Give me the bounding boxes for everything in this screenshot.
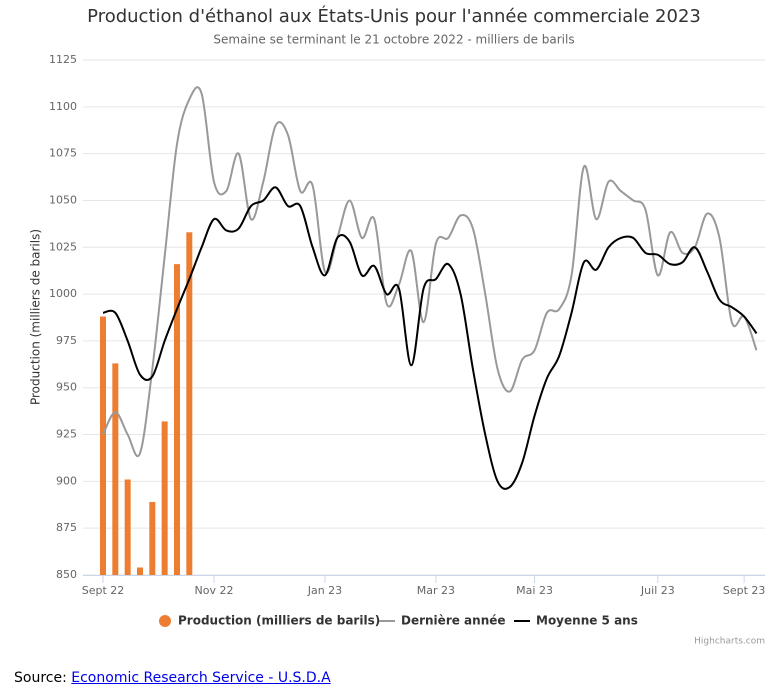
x-tick-label: Sept 22 [82, 584, 125, 597]
bar [173, 264, 180, 575]
y-tick-label: 950 [56, 381, 77, 394]
y-tick-label: 1075 [49, 147, 77, 160]
y-tick-label: 850 [56, 568, 77, 581]
source: Source: Economic Research Service - U.S.… [14, 670, 331, 686]
x-tick-label: Juil 23 [640, 584, 675, 597]
y-tick-label: 925 [56, 428, 77, 441]
bar [161, 421, 168, 575]
credits: Highcharts.com [694, 637, 765, 647]
y-tick-label: 1000 [49, 287, 77, 300]
chart-subtitle: Semaine se terminant le 21 octobre 2022 … [213, 33, 574, 47]
legend-label: Moyenne 5 ans [536, 614, 638, 628]
y-tick-label: 1025 [49, 240, 77, 253]
x-tick-label: Nov 22 [194, 584, 233, 597]
y-axis-title: Production (milliers de barils) [29, 229, 43, 405]
x-tick-label: Mai 23 [516, 584, 553, 597]
legend-label: Production (milliers de barils) [178, 614, 380, 628]
y-tick-label: 1125 [49, 53, 77, 66]
y-tick-label: 975 [56, 334, 77, 347]
line [102, 186, 758, 490]
source-link[interactable]: Economic Research Service - U.S.D.A [71, 670, 331, 686]
legend-label: Dernière année [401, 614, 506, 628]
bar [136, 567, 143, 575]
bar [149, 501, 156, 575]
y-tick-label: 900 [56, 474, 77, 487]
line [102, 86, 758, 457]
source-label: Source: [14, 670, 67, 686]
x-tick-label: Jan 23 [307, 584, 342, 597]
legend-swatch [159, 615, 171, 627]
bar [112, 363, 119, 575]
bar [100, 316, 106, 575]
chart-title: Production d'éthanol aux États-Unis pour… [87, 5, 701, 27]
x-tick-label: Mar 23 [417, 584, 455, 597]
bar [124, 479, 131, 575]
x-tick-label: Sept 23 [723, 584, 766, 597]
y-tick-label: 875 [56, 521, 77, 534]
y-tick-label: 1100 [49, 100, 77, 113]
chart: Production d'éthanol aux États-Unis pour… [29, 5, 766, 647]
y-tick-label: 1050 [49, 193, 77, 206]
bar [186, 232, 193, 576]
